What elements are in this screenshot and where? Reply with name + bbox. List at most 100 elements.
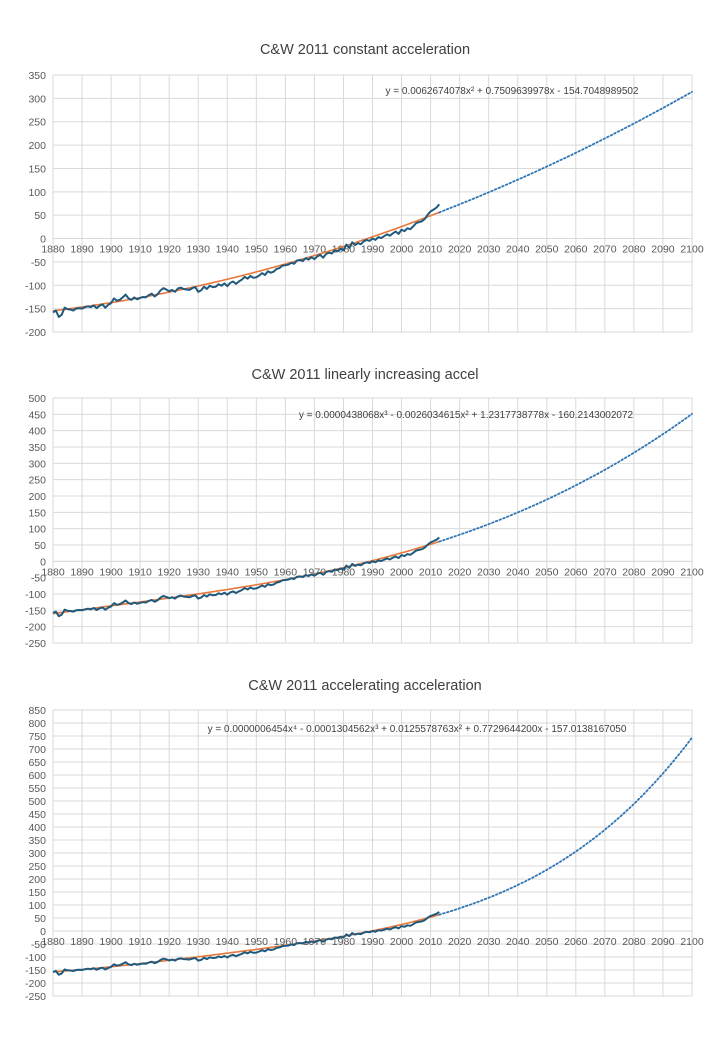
y-tick-label: -150 [25,304,46,316]
y-tick-label: -250 [25,991,46,1003]
x-tick-label: 1880 [41,244,65,256]
y-tick-label: 550 [28,783,46,795]
x-tick-label: 1910 [128,936,152,948]
x-tick-label: 2000 [390,244,414,256]
y-tick-label: -150 [25,605,46,617]
observed-series-line [52,911,440,976]
y-tick-label: -100 [25,280,46,292]
x-tick-label: 2020 [448,566,472,578]
x-tick-label: 2010 [419,936,443,948]
y-tick-label: 450 [28,809,46,821]
y-tick-label: 50 [34,913,46,925]
trendline-projection [438,413,693,543]
x-tick-label: 1930 [187,566,211,578]
y-tick-label: -100 [25,589,46,601]
x-tick-label: 1930 [187,244,211,256]
trendline-equation: y = 0.0000438068x³ - 0.0026034615x² + 1.… [299,410,634,421]
plot-area: 8508007507006506005505004504003503002502… [25,705,704,1003]
x-tick-label: 1920 [158,936,182,948]
trendline-equation: y = 0.0000006454x⁴ - 0.0001304562x³ + 0.… [208,724,627,735]
y-tick-label: 750 [28,731,46,743]
chart-constant-acceleration: 350 300 250 200 150 100 50 0 -50 -100 -150 -200 1880… [25,42,704,339]
x-tick-label: 1900 [99,566,123,578]
x-tick-label: 2050 [535,936,559,948]
y-tick-label: 850 [28,705,46,717]
chart-title: C&W 2011 constant acceleration [260,42,470,58]
chart-title: C&W 2011 accelerating acceleration [248,678,481,694]
x-tick-label: 1940 [216,244,240,256]
x-tick-label: 2050 [535,244,559,256]
x-tick-label: 2020 [448,244,472,256]
x-tick-label: 2080 [622,566,646,578]
x-tick-label: 1900 [99,244,123,256]
x-tick-label: 2000 [390,566,414,578]
x-tick-label: 2090 [651,244,675,256]
x-tick-label: 2090 [651,566,675,578]
y-tick-label: 50 [34,210,46,222]
x-tick-label: 2020 [448,936,472,948]
x-tick-label: 2060 [564,566,588,578]
x-tick-label: 1970 [303,244,327,256]
x-tick-label: 2010 [419,244,443,256]
y-tick-label: 800 [28,718,46,730]
x-tick-label: 2060 [564,936,588,948]
x-tick-label: 1980 [332,936,356,948]
y-tick-label: 700 [28,744,46,756]
y-tick-label: 400 [28,822,46,834]
y-tick-label: -200 [25,622,46,634]
y-tick-label: 400 [28,426,46,438]
x-tick-label: 1990 [361,244,385,256]
y-tick-label: 350 [28,835,46,847]
y-tick-label: -250 [25,638,46,650]
x-tick-label: 2010 [419,566,443,578]
x-tick-label: 1940 [216,936,240,948]
y-tick-label: 500 [28,796,46,808]
y-tick-label: 50 [34,540,46,552]
trendline-equation: y = 0.0062674078x² + 0.7509639978x - 154… [386,86,639,97]
x-tick-label: 1890 [70,244,94,256]
x-tick-label: 1990 [361,566,385,578]
y-tick-label: 150 [28,887,46,899]
plot-area: 500450400350300250200150100500-50-100-15… [25,393,704,650]
x-tick-label: 2040 [506,936,530,948]
x-tick-label: 1910 [128,566,152,578]
x-tick-label: 2050 [535,566,559,578]
chart-linearly-increasing-accel: 500450400350300250200150100500-50-100-15… [25,367,704,650]
y-tick-label: 200 [28,874,46,886]
y-tick-label: -50 [31,257,46,269]
y-tick-label: -200 [25,978,46,990]
observed-series-line [52,536,440,618]
y-tick-label: 100 [28,187,46,199]
y-tick-label: 350 [28,442,46,454]
x-tick-label: 1890 [70,566,94,578]
x-tick-label: 1900 [99,936,123,948]
x-tick-label: 1950 [245,936,269,948]
y-tick-label: -50 [31,573,46,585]
y-tick-label: 100 [28,524,46,536]
trendline-projection [438,91,693,214]
x-tick-label: 2070 [593,244,617,256]
x-tick-label: 2080 [622,244,646,256]
x-tick-label: 1890 [70,936,94,948]
y-tick-label: 250 [28,475,46,487]
plot-area: 350 300 250 200 150 100 50 0 -50 -100 -150 -200 1880… [25,70,704,339]
y-tick-label: 650 [28,757,46,769]
y-tick-label: 200 [28,140,46,152]
y-tick-label: 300 [28,93,46,105]
x-tick-label: 2040 [506,244,530,256]
x-tick-label: 1960 [274,566,298,578]
y-tick-label: 200 [28,491,46,503]
x-tick-label: 2090 [651,936,675,948]
y-tick-label: 300 [28,458,46,470]
x-tick-label: 2060 [564,244,588,256]
x-tick-label: 2100 [680,244,704,256]
x-tick-label: 1930 [187,936,211,948]
y-tick-label: 350 [28,70,46,82]
y-tick-label: 150 [28,507,46,519]
y-tick-label: -100 [25,952,46,964]
y-tick-label: 500 [28,393,46,405]
trendline-fit [52,211,440,312]
x-tick-label: 2080 [622,936,646,948]
chart-accelerating-acceleration: 8508007507006506005505004504003503002502… [25,678,704,1003]
